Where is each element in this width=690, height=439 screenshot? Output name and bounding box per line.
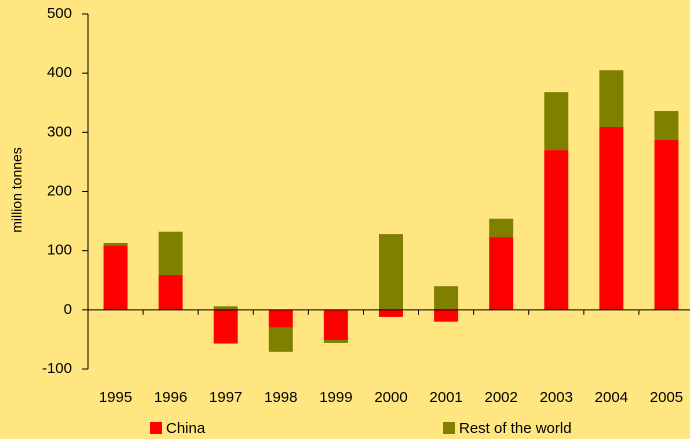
bar xyxy=(158,231,183,275)
legend-label: China xyxy=(166,420,206,437)
x-tick-label: 2000 xyxy=(374,389,407,406)
bar xyxy=(654,140,679,310)
x-tick-label: 2005 xyxy=(650,389,683,406)
bar xyxy=(103,242,128,246)
bar xyxy=(268,327,293,352)
y-tick-label: 0 xyxy=(64,301,72,318)
x-tick-label: 1996 xyxy=(154,389,187,406)
bar xyxy=(654,111,679,141)
bar xyxy=(544,150,569,310)
x-tick-label: 1997 xyxy=(209,389,242,406)
legend-swatch xyxy=(443,422,455,434)
x-tick-label: 2002 xyxy=(484,389,517,406)
x-tick-label: 2003 xyxy=(540,389,573,406)
bar xyxy=(103,245,128,310)
y-tick-label: 300 xyxy=(47,123,72,140)
bar xyxy=(268,309,293,328)
bar xyxy=(323,340,348,343)
bar xyxy=(213,306,238,310)
bar xyxy=(599,70,624,128)
y-tick-label: 200 xyxy=(47,182,72,199)
bar xyxy=(434,286,459,310)
bar xyxy=(489,237,514,310)
x-tick-label: 1998 xyxy=(264,389,297,406)
bar xyxy=(158,274,183,310)
bar xyxy=(379,234,403,310)
x-tick-label: 1999 xyxy=(319,389,352,406)
y-tick-label: 100 xyxy=(47,242,72,259)
bar xyxy=(544,92,569,151)
legend-swatch xyxy=(150,422,162,434)
bar xyxy=(379,309,403,317)
bar xyxy=(213,309,238,344)
legend-label: Rest of the world xyxy=(459,420,572,437)
y-tick-label: -100 xyxy=(42,360,72,377)
y-tick-label: 500 xyxy=(47,5,72,22)
x-tick-label: 2001 xyxy=(429,389,462,406)
bar xyxy=(489,218,514,238)
y-axis-label: million tonnes xyxy=(9,147,25,233)
x-tick-label: 2004 xyxy=(595,389,628,406)
y-tick-label: 400 xyxy=(47,64,72,81)
bar xyxy=(323,309,348,341)
x-tick-label: 1995 xyxy=(99,389,132,406)
bar xyxy=(599,127,624,310)
bar xyxy=(434,309,459,322)
